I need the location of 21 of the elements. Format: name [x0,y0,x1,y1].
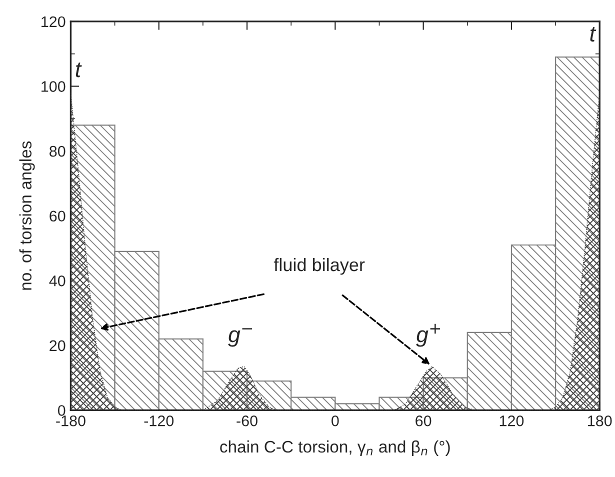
x-tick-label: -180 [56,415,86,426]
x-tick-label: 180 [588,415,612,426]
y-tick-label: 20 [50,340,66,352]
x-tick-label: 120 [500,415,524,426]
y-tick-label: 60 [50,210,66,222]
x-tick-label: -120 [144,415,174,426]
annotation: g$^{+}$ [416,324,440,347]
x-tick-label: 60 [416,415,432,426]
x-axis-title: chain C-C torsion, γ$_{n}$ and β$_{n}$ (°) [220,440,450,456]
x-tick-label: 0 [332,415,339,426]
y-tick-label: 0 [58,405,66,416]
y-tick-label: 40 [49,276,66,286]
y-tick-label: 80 [50,146,66,157]
y-tick-label: 120 [42,16,66,28]
annotation: t [590,27,596,42]
y-axis-title: no. of torsion angles [19,141,35,290]
x-tick-label: -60 [236,415,258,426]
annotation: g$^{−}$ [228,328,252,347]
y-tick-label: 100 [42,81,66,92]
annotation: t [76,62,82,78]
annotation: fluid bilayer [274,258,365,275]
